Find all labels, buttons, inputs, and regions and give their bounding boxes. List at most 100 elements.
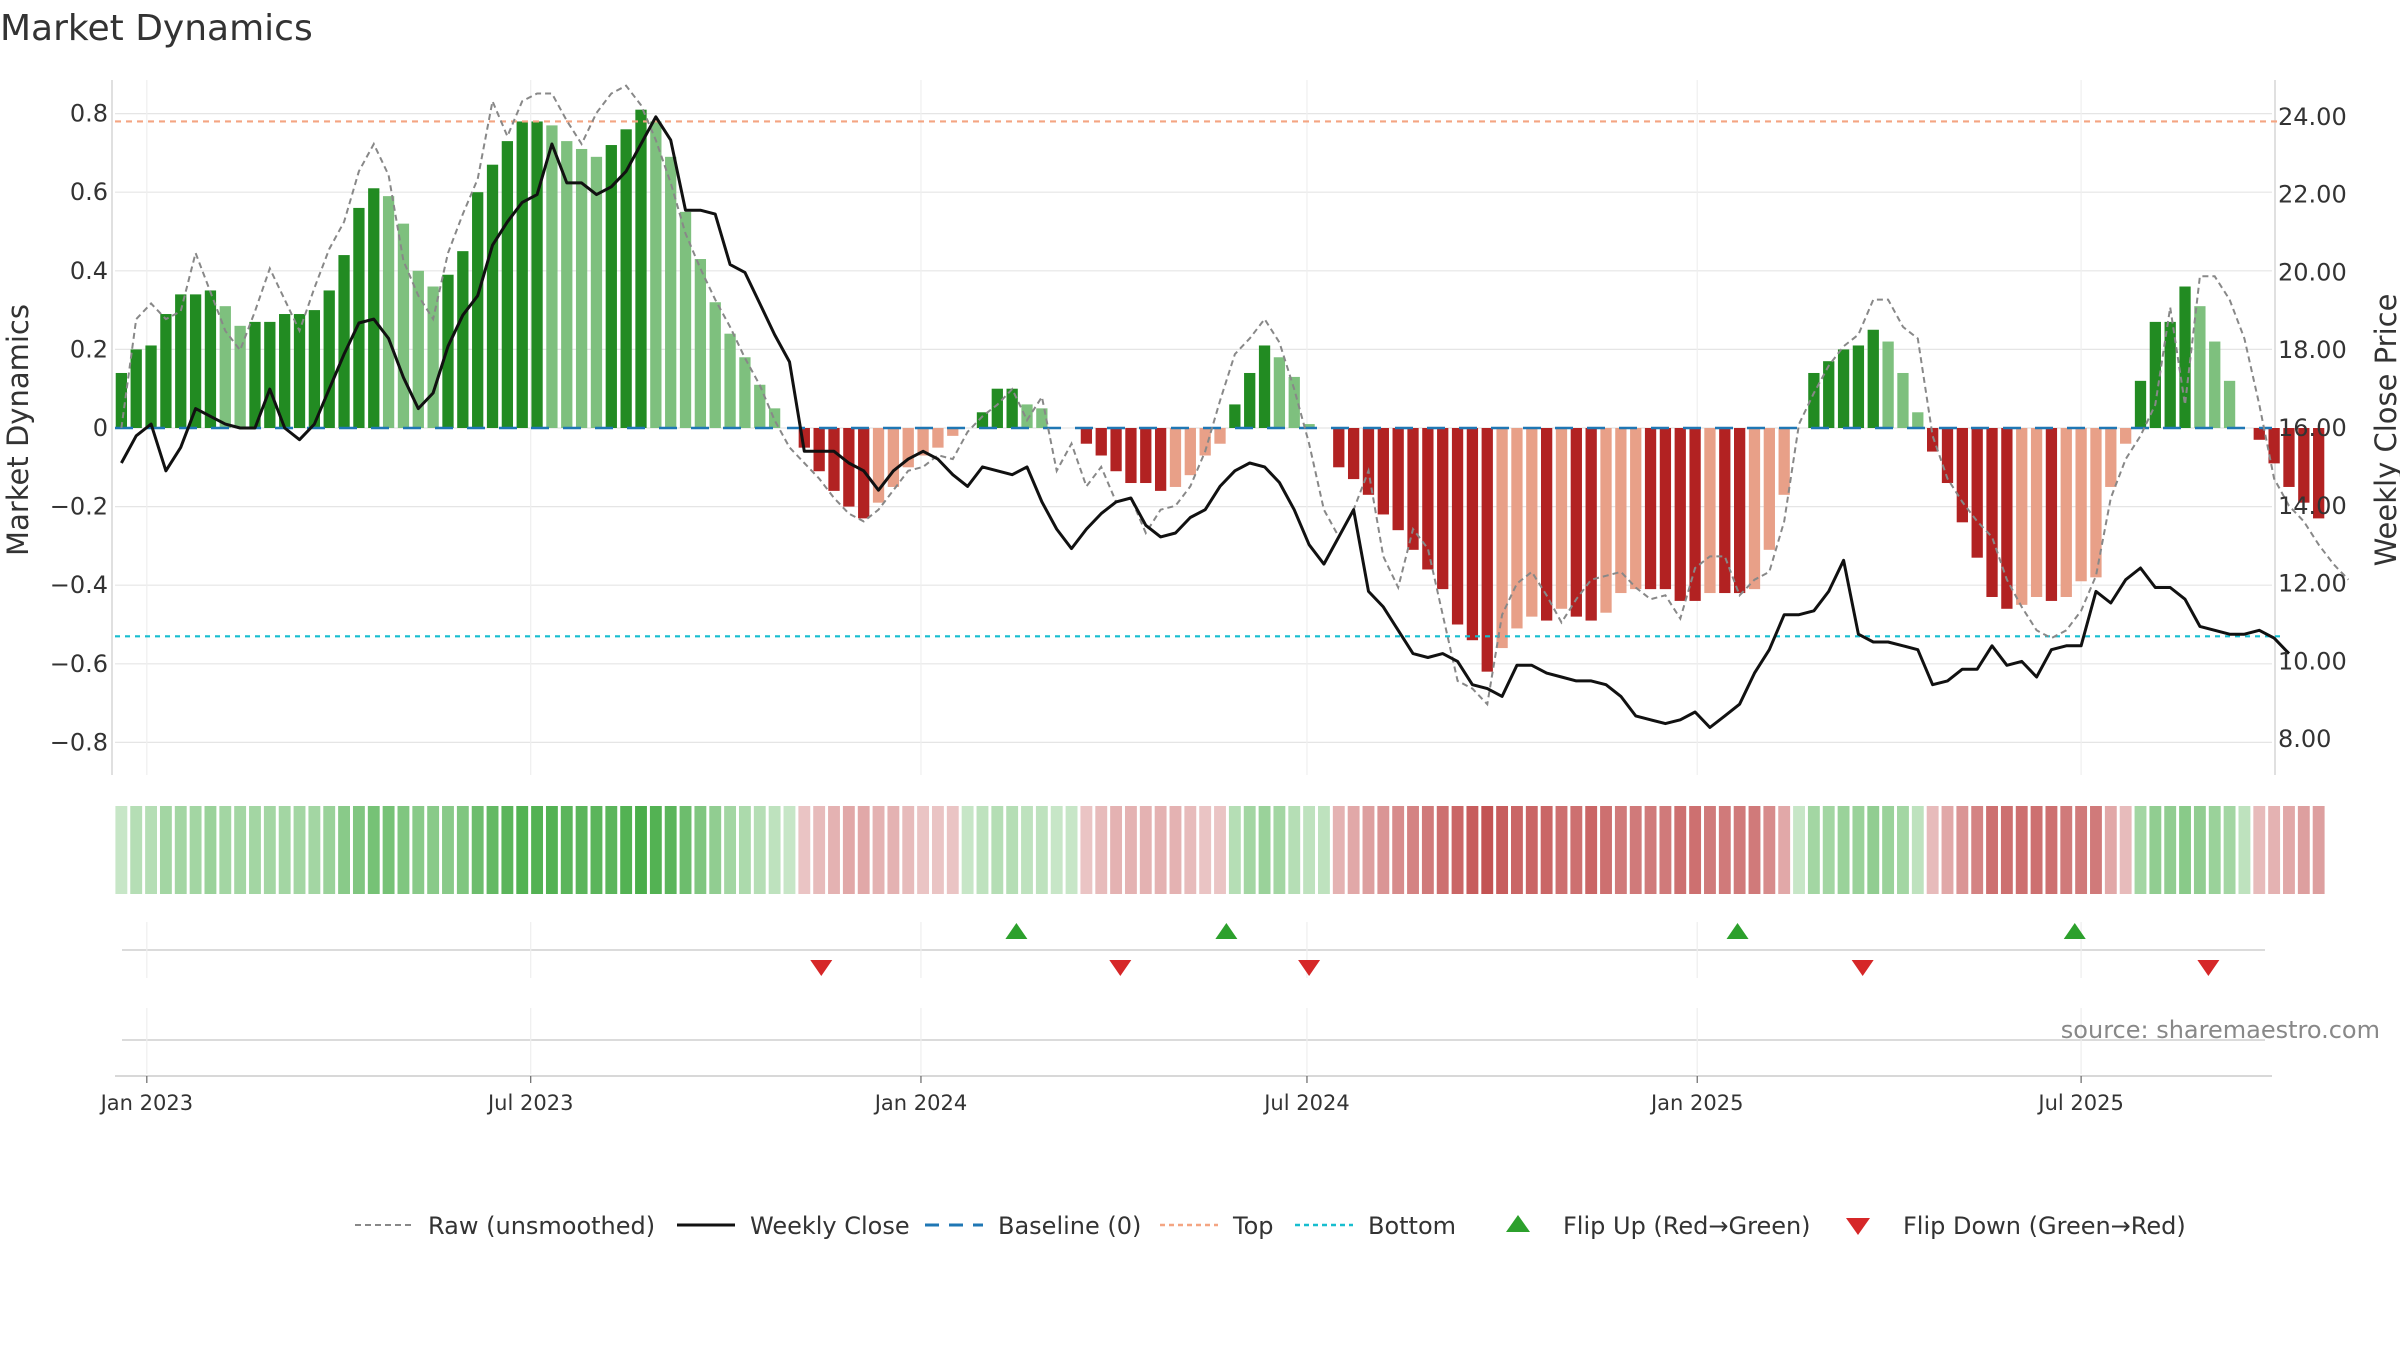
bar: [1169, 428, 1182, 487]
bar: [768, 408, 781, 428]
bar: [1852, 345, 1865, 428]
bar: [2164, 321, 2176, 428]
regime-cell: [1793, 806, 1805, 894]
raw-line: [120, 84, 2350, 707]
bar: [902, 428, 914, 468]
regime-cell: [1733, 806, 1746, 894]
bar: [427, 286, 439, 428]
bar: [1273, 357, 1286, 428]
regime-cell: [2015, 806, 2028, 894]
regime-cell: [1511, 806, 1523, 894]
regime-cell: [1570, 806, 1583, 894]
regime-cell: [976, 806, 989, 894]
bar: [1570, 428, 1582, 617]
bar: [2134, 380, 2147, 428]
bar: [679, 211, 692, 428]
regime-cell: [1006, 806, 1019, 894]
line-series: [120, 84, 2350, 729]
bar: [1719, 428, 1731, 594]
bar: [917, 428, 929, 456]
bar: [1897, 372, 1909, 428]
left-y-tick-label: 0.6: [70, 178, 108, 206]
regime-cell: [2119, 806, 2132, 894]
bar: [1956, 428, 1968, 523]
regime-cell: [798, 806, 811, 894]
regime-cell: [263, 806, 276, 894]
regime-cell: [1897, 806, 1909, 894]
bar: [1689, 428, 1701, 601]
legend-flip-up-swatch: [1506, 1215, 1530, 1232]
left-y-tick-label: −0.2: [50, 493, 108, 521]
bar: [635, 109, 647, 429]
bar: [1630, 428, 1642, 590]
legend-label-raw: Raw (unsmoothed): [428, 1212, 655, 1240]
regime-cell: [1258, 806, 1271, 894]
x-tick-label: Jul 2025: [2036, 1091, 2123, 1115]
left-y-tick-label: 0: [93, 414, 108, 442]
bar: [2298, 428, 2310, 503]
right-y-axis-label: Weekly Close Price: [2369, 294, 2400, 567]
bar: [2060, 428, 2072, 597]
bar: [1229, 404, 1241, 428]
bar: [1451, 428, 1464, 625]
bar: [813, 428, 825, 472]
flip-down-marker: [1109, 960, 1132, 976]
bar: [1021, 404, 1033, 428]
regime-cell: [560, 806, 573, 894]
regime-cell: [753, 806, 766, 894]
regime-cell: [887, 806, 900, 894]
regime-cell: [2060, 806, 2073, 894]
bar: [1481, 428, 1493, 672]
bar: [323, 290, 335, 428]
regime-cell: [145, 806, 157, 894]
regime-cell: [2149, 806, 2162, 894]
right-y-tick-label: 14.00: [2278, 492, 2347, 520]
regime-cell: [1021, 806, 1033, 894]
flip-up-marker: [1726, 923, 1749, 939]
regime-cell: [2312, 806, 2325, 894]
right-y-tick-label: 20.00: [2278, 258, 2347, 286]
source-panel: [115, 1008, 2272, 1077]
regime-cell: [724, 806, 737, 894]
regime-cell: [946, 806, 959, 894]
legend-label-baseline: Baseline (0): [998, 1212, 1141, 1240]
regime-cell: [1941, 806, 1954, 894]
regime-cell: [1822, 806, 1835, 894]
bar: [115, 372, 128, 428]
bar: [264, 321, 276, 428]
regime-cell: [605, 806, 618, 894]
bar: [1511, 428, 1523, 629]
bar: [976, 412, 989, 428]
regime-cell: [1317, 806, 1330, 894]
regime-cell: [1080, 806, 1093, 894]
bar: [1422, 428, 1434, 570]
regime-cell: [1407, 806, 1419, 894]
bar: [620, 129, 632, 428]
bar: [412, 270, 424, 428]
regime-cell: [1436, 806, 1449, 894]
bar: [1823, 361, 1835, 428]
regime-cell: [1600, 806, 1612, 894]
bar: [798, 428, 810, 448]
bar: [160, 314, 172, 428]
regime-cell: [1347, 806, 1360, 894]
regime-cell: [442, 806, 454, 894]
regime-cell: [1778, 806, 1791, 894]
bar: [1927, 428, 1939, 452]
regime-cell: [1154, 806, 1167, 894]
bar: [249, 321, 261, 428]
regime-cell: [1971, 806, 1984, 894]
legend-label-close: Weekly Close: [750, 1212, 910, 1240]
regime-cell: [768, 806, 781, 894]
bar: [1214, 428, 1226, 444]
bar: [1659, 428, 1672, 590]
bar: [2105, 428, 2117, 487]
regime-cell: [234, 806, 247, 894]
regime-cell: [1525, 806, 1538, 894]
regime-cell: [219, 806, 232, 894]
regime-cell: [902, 806, 915, 894]
regime-cell: [1050, 806, 1063, 894]
bar: [1748, 428, 1761, 590]
bar: [1585, 428, 1597, 621]
